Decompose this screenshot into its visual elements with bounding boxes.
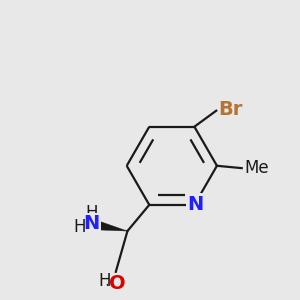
Text: N: N [83,214,100,233]
Text: N: N [188,195,204,214]
Text: Br: Br [219,100,243,119]
Polygon shape [96,221,128,231]
Text: H: H [98,272,111,290]
Text: O: O [109,274,126,293]
Text: H: H [85,204,98,222]
Text: Me: Me [244,159,268,177]
Text: H: H [73,218,86,236]
